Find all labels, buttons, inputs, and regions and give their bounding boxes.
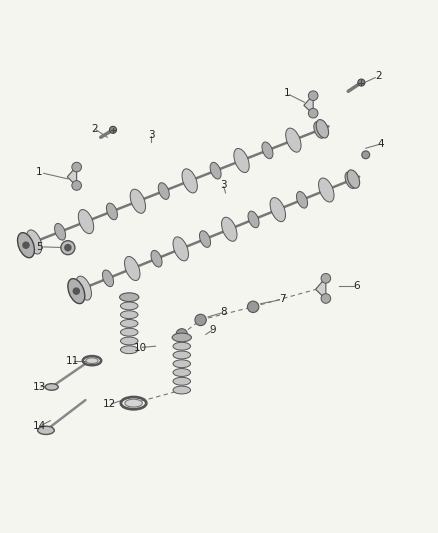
- Text: 9: 9: [209, 325, 216, 335]
- Text: 14: 14: [33, 422, 46, 431]
- Ellipse shape: [199, 231, 211, 247]
- Ellipse shape: [173, 237, 188, 261]
- Polygon shape: [67, 166, 77, 187]
- Ellipse shape: [55, 223, 66, 240]
- Ellipse shape: [125, 399, 142, 407]
- Circle shape: [308, 91, 318, 101]
- Text: 8: 8: [220, 308, 227, 318]
- Ellipse shape: [173, 386, 191, 394]
- Ellipse shape: [38, 426, 54, 434]
- Text: 13: 13: [33, 382, 46, 392]
- Circle shape: [73, 288, 79, 294]
- Ellipse shape: [173, 377, 191, 385]
- Text: 12: 12: [103, 399, 116, 409]
- Circle shape: [110, 126, 117, 133]
- Ellipse shape: [26, 230, 42, 254]
- Ellipse shape: [68, 279, 85, 304]
- Text: 11: 11: [66, 356, 79, 366]
- Ellipse shape: [120, 337, 138, 345]
- Circle shape: [61, 241, 75, 255]
- Text: 6: 6: [353, 281, 360, 291]
- Ellipse shape: [120, 311, 138, 319]
- Circle shape: [358, 79, 365, 86]
- Ellipse shape: [18, 233, 35, 258]
- Ellipse shape: [262, 142, 273, 159]
- Ellipse shape: [102, 270, 113, 287]
- Ellipse shape: [347, 170, 360, 188]
- Circle shape: [65, 245, 71, 251]
- Ellipse shape: [124, 256, 140, 280]
- Circle shape: [321, 273, 331, 283]
- Circle shape: [195, 314, 206, 326]
- Ellipse shape: [270, 198, 286, 222]
- Circle shape: [176, 329, 187, 340]
- Ellipse shape: [345, 172, 356, 189]
- Circle shape: [72, 162, 81, 172]
- Circle shape: [72, 181, 81, 190]
- Text: 1: 1: [283, 88, 290, 99]
- Ellipse shape: [172, 333, 191, 342]
- Ellipse shape: [316, 119, 328, 138]
- Ellipse shape: [151, 251, 162, 267]
- Ellipse shape: [78, 209, 94, 233]
- Polygon shape: [316, 277, 326, 300]
- Ellipse shape: [45, 384, 58, 390]
- Ellipse shape: [120, 302, 138, 310]
- Polygon shape: [304, 94, 314, 115]
- Ellipse shape: [210, 163, 221, 179]
- Ellipse shape: [76, 276, 92, 300]
- Ellipse shape: [297, 191, 307, 208]
- Text: 1: 1: [36, 167, 43, 177]
- Ellipse shape: [120, 328, 138, 336]
- Circle shape: [247, 301, 259, 312]
- Circle shape: [321, 294, 331, 303]
- Ellipse shape: [173, 351, 191, 359]
- Ellipse shape: [158, 183, 169, 199]
- Circle shape: [23, 242, 29, 248]
- Ellipse shape: [106, 203, 117, 220]
- Ellipse shape: [182, 169, 198, 193]
- Text: 10: 10: [134, 343, 147, 352]
- Ellipse shape: [120, 346, 138, 354]
- Ellipse shape: [130, 189, 145, 213]
- Ellipse shape: [248, 211, 259, 228]
- Ellipse shape: [314, 122, 325, 138]
- Ellipse shape: [173, 360, 191, 368]
- Text: 3: 3: [148, 130, 155, 140]
- Ellipse shape: [173, 342, 191, 350]
- Ellipse shape: [234, 148, 249, 173]
- Text: 4: 4: [378, 139, 385, 149]
- Ellipse shape: [222, 217, 237, 241]
- Circle shape: [362, 151, 370, 159]
- Text: 2: 2: [375, 71, 382, 81]
- Text: 3: 3: [220, 181, 227, 190]
- Ellipse shape: [120, 319, 138, 327]
- Ellipse shape: [173, 368, 191, 376]
- Text: 7: 7: [279, 294, 286, 304]
- Ellipse shape: [86, 358, 98, 364]
- Ellipse shape: [120, 293, 139, 302]
- Ellipse shape: [286, 128, 301, 152]
- Circle shape: [308, 108, 318, 118]
- Text: 2: 2: [91, 124, 98, 134]
- Text: 5: 5: [36, 242, 43, 252]
- Ellipse shape: [318, 178, 334, 202]
